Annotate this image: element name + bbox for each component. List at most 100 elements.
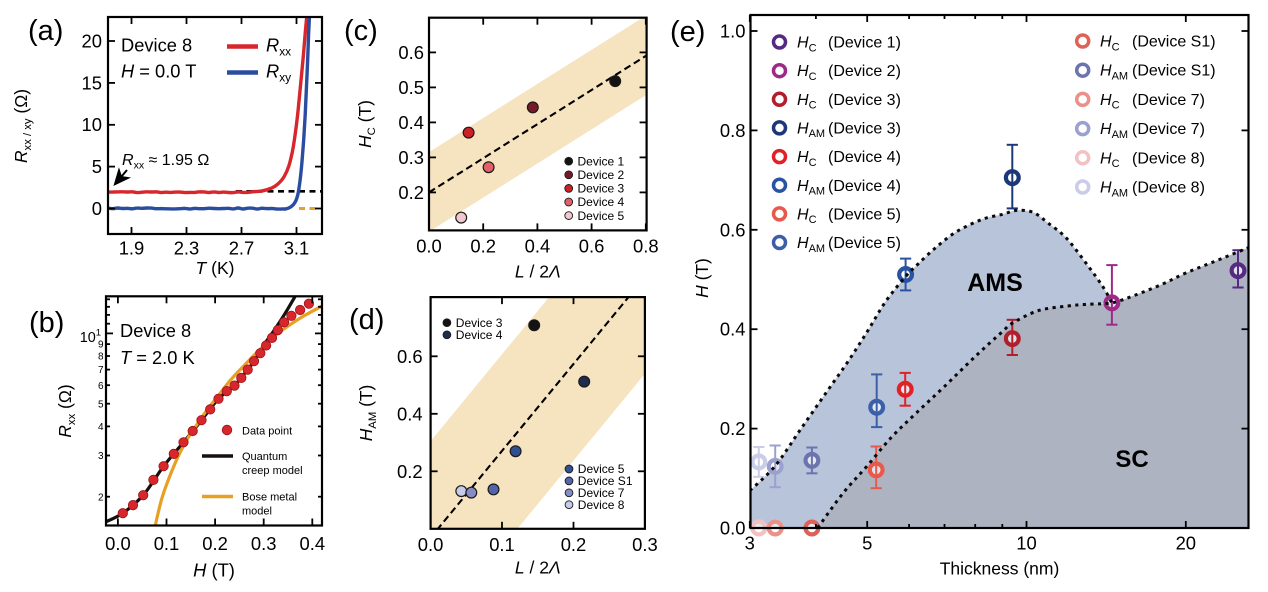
svg-text:2: 2 xyxy=(98,492,104,503)
svg-text:0.8: 0.8 xyxy=(720,120,746,141)
svg-text:(Device 1): (Device 1) xyxy=(828,35,901,52)
svg-text:101: 101 xyxy=(80,328,101,347)
svg-text:(Device 7): (Device 7) xyxy=(1132,121,1205,138)
svg-text:HC: HC xyxy=(1100,34,1120,54)
svg-text:0.1: 0.1 xyxy=(154,533,180,554)
svg-text:0.6: 0.6 xyxy=(397,346,423,367)
svg-text:(Device 4): (Device 4) xyxy=(828,149,901,166)
svg-text:0.2: 0.2 xyxy=(202,533,228,554)
svg-text:H (T): H (T) xyxy=(692,258,712,298)
svg-text:HC: HC xyxy=(797,206,817,226)
svg-text:0.6: 0.6 xyxy=(579,236,605,257)
svg-text:(Device 3): (Device 3) xyxy=(828,120,901,137)
svg-text:0.4: 0.4 xyxy=(300,533,326,554)
svg-text:0.0: 0.0 xyxy=(720,518,746,539)
svg-text:Device 2: Device 2 xyxy=(578,168,625,182)
svg-text:0.4: 0.4 xyxy=(397,403,423,424)
svg-text:Rxx ≈ 1.95 Ω: Rxx ≈ 1.95 Ω xyxy=(122,152,209,172)
svg-text:HC: HC xyxy=(797,92,817,112)
svg-text:6: 6 xyxy=(98,381,104,392)
svg-text:(Device 8): (Device 8) xyxy=(1132,150,1205,167)
svg-text:0: 0 xyxy=(92,198,102,219)
svg-text:Thickness (nm): Thickness (nm) xyxy=(940,558,1060,578)
svg-text:3: 3 xyxy=(98,451,104,462)
svg-text:0.3: 0.3 xyxy=(251,533,277,554)
svg-text:7: 7 xyxy=(98,365,104,376)
svg-text:0.6: 0.6 xyxy=(398,42,424,63)
svg-text:Data point: Data point xyxy=(242,426,292,438)
svg-text:0.2: 0.2 xyxy=(470,236,496,257)
svg-text:0.3: 0.3 xyxy=(398,147,424,168)
svg-text:(Device 3): (Device 3) xyxy=(828,92,901,109)
svg-text:0.1: 0.1 xyxy=(489,534,515,555)
svg-text:(d): (d) xyxy=(349,304,384,336)
svg-text:5: 5 xyxy=(98,399,104,410)
svg-text:Device 5: Device 5 xyxy=(578,209,625,223)
svg-text:(Device 7): (Device 7) xyxy=(1132,92,1205,109)
svg-text:HAM: HAM xyxy=(1100,63,1128,83)
svg-text:(Device S1): (Device S1) xyxy=(1132,63,1216,80)
svg-text:SC: SC xyxy=(1115,446,1148,473)
svg-text:10: 10 xyxy=(1016,533,1036,554)
svg-text:H (T): H (T) xyxy=(193,560,235,581)
svg-text:Device S1: Device S1 xyxy=(578,474,633,488)
svg-text:(c): (c) xyxy=(344,15,378,47)
svg-text:(a): (a) xyxy=(28,15,63,47)
svg-text:HAM: HAM xyxy=(797,178,825,198)
svg-text:T (K): T (K) xyxy=(196,258,235,278)
svg-text:Quantum: Quantum xyxy=(242,451,287,463)
svg-text:15: 15 xyxy=(82,72,102,93)
svg-text:0.4: 0.4 xyxy=(720,319,746,340)
svg-text:L / 2Λ: L / 2Λ xyxy=(515,558,561,578)
svg-text:20: 20 xyxy=(1176,533,1196,554)
svg-text:2.7: 2.7 xyxy=(229,238,255,259)
svg-text:Device 3: Device 3 xyxy=(456,316,503,330)
svg-text:HC (T): HC (T) xyxy=(355,100,378,148)
svg-text:AMS: AMS xyxy=(967,269,1023,297)
svg-text:(b): (b) xyxy=(29,307,64,339)
svg-text:HC: HC xyxy=(797,63,817,83)
svg-text:10: 10 xyxy=(82,114,102,135)
svg-text:8: 8 xyxy=(98,352,104,363)
svg-text:20: 20 xyxy=(82,31,102,52)
svg-text:Rxx: Rxx xyxy=(266,35,291,59)
svg-text:model: model xyxy=(242,506,272,518)
svg-text:Device 3: Device 3 xyxy=(578,182,625,196)
svg-text:HC: HC xyxy=(1100,150,1120,170)
svg-text:0.4: 0.4 xyxy=(525,236,551,257)
svg-text:T = 2.0 K: T = 2.0 K xyxy=(120,347,195,368)
svg-text:(Device 8): (Device 8) xyxy=(1132,180,1205,197)
svg-text:0.8: 0.8 xyxy=(633,236,659,257)
svg-text:0.2: 0.2 xyxy=(398,182,424,203)
svg-text:0.4: 0.4 xyxy=(398,112,424,133)
svg-text:(e): (e) xyxy=(670,16,705,48)
svg-text:3: 3 xyxy=(745,533,755,554)
svg-text:2.3: 2.3 xyxy=(174,238,200,259)
svg-text:Device 1: Device 1 xyxy=(578,154,625,168)
svg-text:Rxx / xy (Ω): Rxx / xy (Ω) xyxy=(11,89,34,163)
svg-text:Device 7: Device 7 xyxy=(578,486,625,500)
svg-text:1.0: 1.0 xyxy=(720,21,746,42)
svg-text:HC: HC xyxy=(797,149,817,169)
svg-text:Device 8: Device 8 xyxy=(121,35,192,56)
svg-text:5: 5 xyxy=(862,533,872,554)
svg-text:4: 4 xyxy=(98,422,104,433)
svg-text:1.9: 1.9 xyxy=(119,238,145,259)
svg-text:HAM: HAM xyxy=(1100,180,1128,200)
svg-text:HAM: HAM xyxy=(1100,121,1128,141)
svg-text:Rxy: Rxy xyxy=(266,61,291,85)
svg-text:0.2: 0.2 xyxy=(720,418,746,439)
svg-text:(Device 4): (Device 4) xyxy=(828,178,901,195)
svg-text:0.2: 0.2 xyxy=(397,461,423,482)
svg-text:(Device 5): (Device 5) xyxy=(828,235,901,252)
svg-text:HAM (T): HAM (T) xyxy=(356,385,379,442)
svg-text:L / 2Λ: L / 2Λ xyxy=(515,262,561,282)
svg-text:HAM: HAM xyxy=(797,120,825,140)
svg-text:3.1: 3.1 xyxy=(284,238,310,259)
svg-text:Rxx (Ω): Rxx (Ω) xyxy=(55,384,78,437)
svg-text:0.5: 0.5 xyxy=(398,77,424,98)
svg-text:Device 4: Device 4 xyxy=(456,328,503,342)
svg-text:Bose metal: Bose metal xyxy=(242,492,297,504)
svg-text:Device 8: Device 8 xyxy=(578,498,625,512)
svg-text:0.0: 0.0 xyxy=(416,236,442,257)
